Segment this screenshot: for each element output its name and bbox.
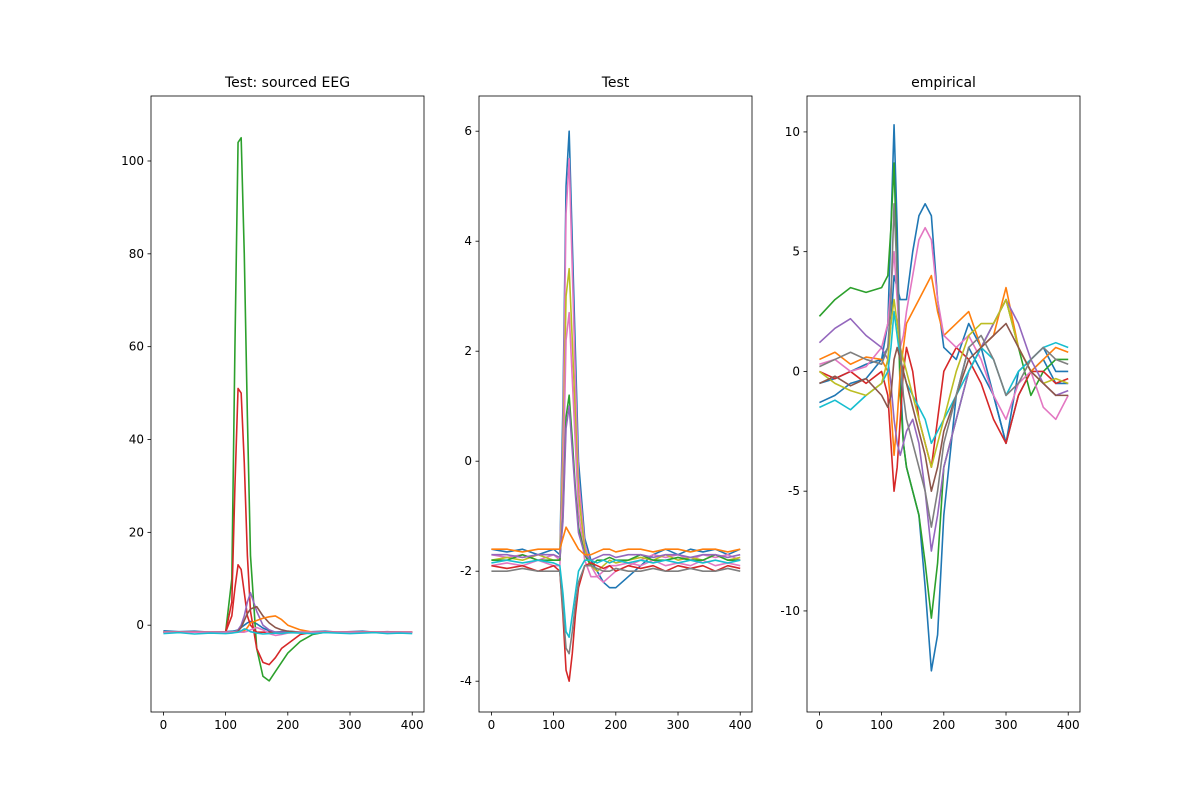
x-tick-label: 0: [488, 718, 496, 732]
y-tick-label: 0: [792, 364, 800, 378]
chart-title: Test: sourced EEG: [224, 75, 350, 91]
y-tick-label: 100: [121, 154, 144, 168]
series-line: [491, 130, 741, 589]
x-tick-label: 100: [214, 718, 237, 732]
series-line: [819, 322, 1069, 492]
plot-lines: [163, 136, 413, 682]
x-tick-label: 100: [542, 718, 565, 732]
y-tick-label: -5: [788, 484, 800, 498]
x-tick-label: 200: [932, 718, 955, 732]
x-tick-label: 400: [401, 718, 424, 732]
x-tick-label: 200: [276, 718, 299, 732]
y-tick-label: -4: [460, 674, 472, 688]
series-line: [491, 405, 741, 561]
x-tick-label: 400: [1057, 718, 1080, 732]
series-line: [818, 298, 1069, 469]
series-line: [491, 559, 741, 638]
series-line: [163, 628, 413, 635]
plot-lines: [818, 123, 1069, 672]
plot-lines: [491, 130, 741, 682]
y-tick-label: 10: [785, 125, 800, 139]
x-tick-label: 300: [667, 718, 690, 732]
series-line: [819, 274, 1069, 457]
series-line: [491, 394, 741, 567]
series-line: [819, 202, 1069, 528]
series-line: [818, 298, 1069, 552]
y-tick-label: 40: [129, 433, 144, 447]
y-tick-label: 20: [129, 525, 144, 539]
y-tick-label: 60: [129, 340, 144, 354]
x-tick-label: 100: [870, 718, 893, 732]
y-tick-label: -2: [460, 564, 472, 578]
y-tick-label: 5: [792, 245, 800, 259]
x-tick-label: 400: [729, 718, 752, 732]
y-tick-label: 2: [464, 344, 472, 358]
series-line: [491, 562, 741, 682]
y-tick-label: -10: [780, 604, 800, 618]
y-tick-label: 4: [464, 234, 472, 248]
series-line: [163, 626, 413, 637]
y-tick-label: 0: [464, 454, 472, 468]
x-tick-label: 0: [816, 718, 824, 732]
series-line: [819, 310, 1069, 445]
y-tick-label: 0: [136, 618, 144, 632]
x-tick-label: 0: [160, 718, 168, 732]
series-line: [491, 311, 741, 578]
chart-title: Test: [601, 75, 630, 91]
series-line: [491, 157, 741, 583]
series-line: [491, 564, 741, 655]
x-tick-label: 200: [604, 718, 627, 732]
x-tick-label: 300: [339, 718, 362, 732]
series-line: [819, 226, 1069, 421]
y-tick-label: 80: [129, 247, 144, 261]
x-tick-label: 300: [995, 718, 1018, 732]
y-tick-label: 6: [464, 124, 472, 138]
chart-title: empirical: [911, 75, 976, 91]
series-line: [491, 526, 741, 556]
